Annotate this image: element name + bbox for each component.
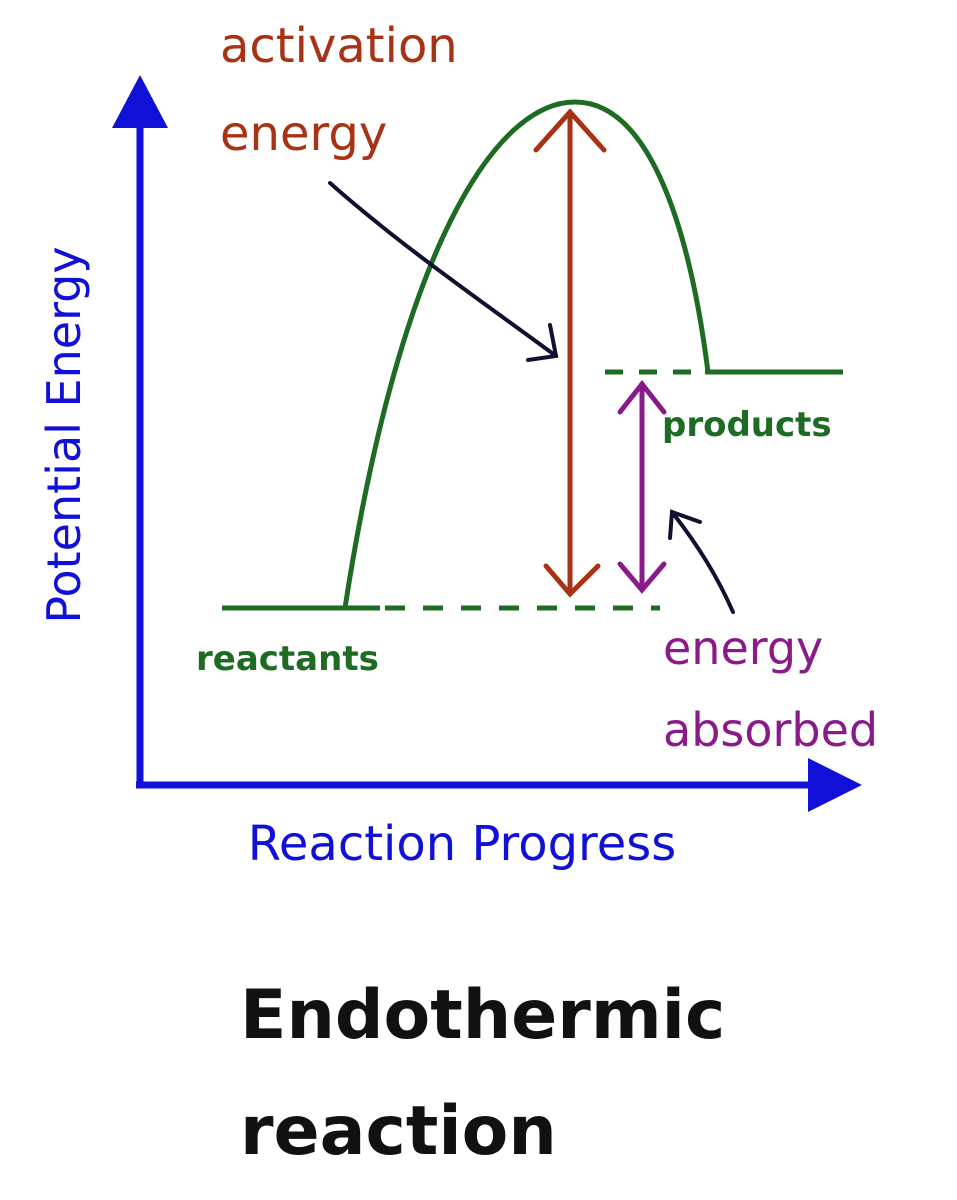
activation-energy-arrow [533, 108, 607, 598]
energy-absorbed-arrow [617, 379, 667, 594]
y-axis-arrowhead [112, 75, 168, 128]
energy-curve [222, 99, 843, 611]
title-line2: reaction [240, 1092, 557, 1171]
y-axis-label: Potential Energy [37, 246, 91, 623]
energy-absorbed-label-line2: absorbed [663, 703, 878, 757]
activation-energy-label-line2: energy [220, 106, 387, 162]
absorbed-arrowhead-bottom [617, 561, 667, 594]
axes [112, 75, 862, 812]
absorbed-arrowhead-top [617, 379, 667, 415]
activation-energy-label-line1: activation [220, 18, 458, 74]
x-axis-arrowhead [808, 758, 862, 812]
activation-hump [342, 99, 711, 609]
x-axis-label: Reaction Progress [248, 816, 677, 872]
absorbed-pointer-arrow [668, 509, 735, 614]
title-line1: Endothermic [240, 976, 725, 1055]
activation-arrowhead-bottom [543, 563, 601, 598]
reactants-label: reactants [196, 639, 379, 679]
activation-arrowhead-top [533, 108, 607, 153]
products-label: products [662, 405, 832, 445]
activation-pointer-arrow [328, 181, 559, 362]
energy-absorbed-label-line1: energy [663, 621, 823, 675]
